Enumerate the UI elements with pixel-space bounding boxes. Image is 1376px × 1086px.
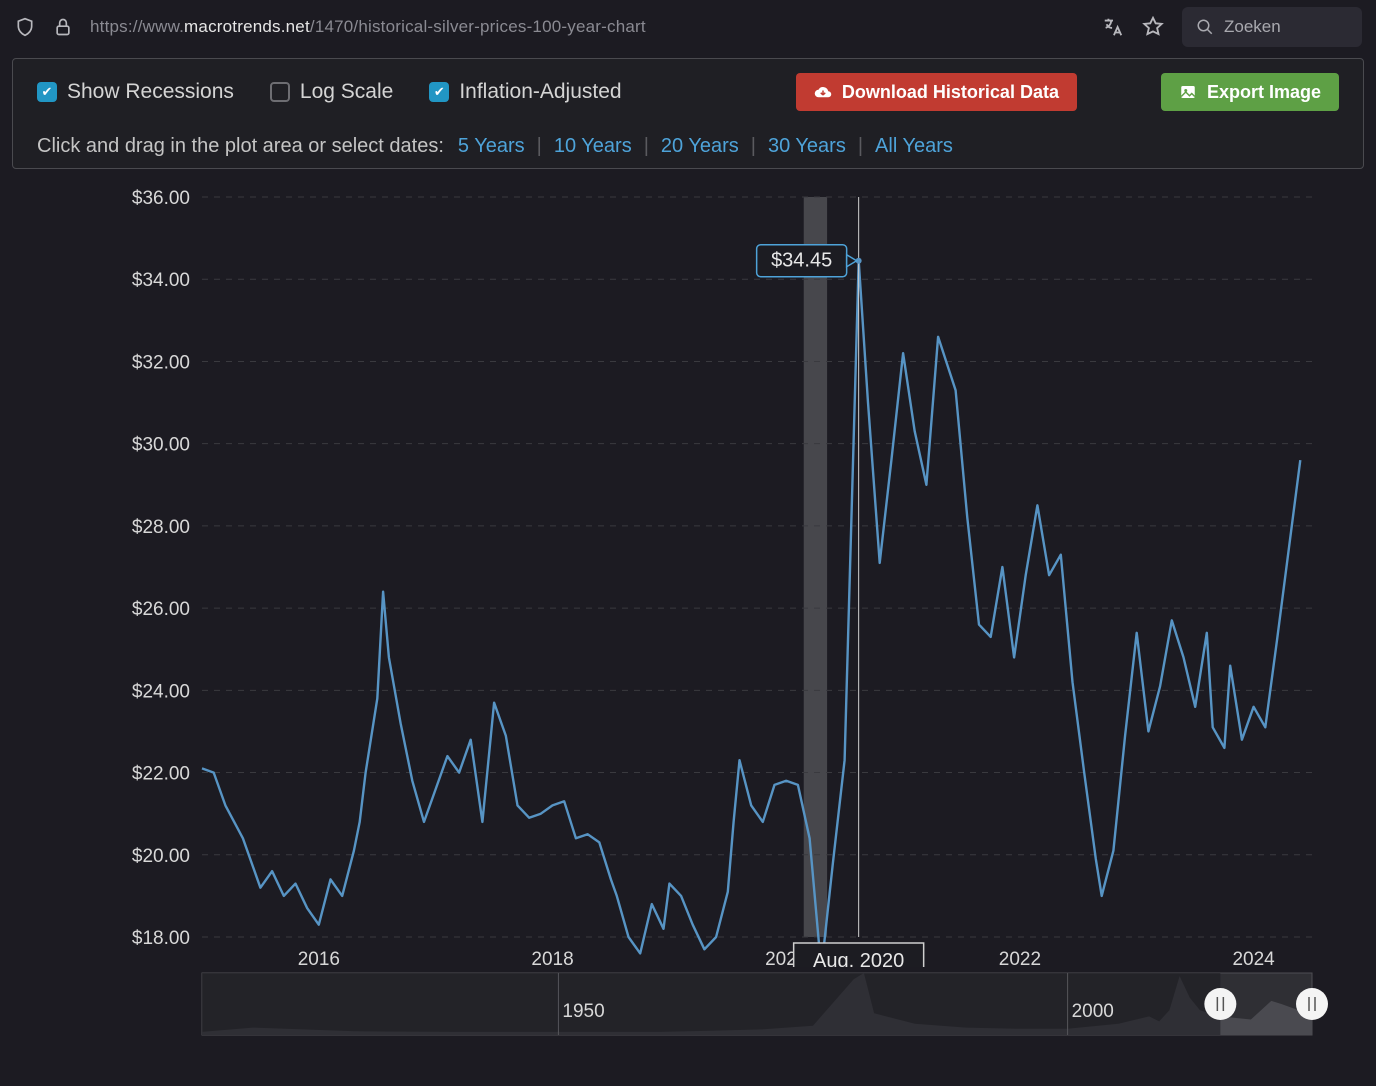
check-icon: ✔ [37,82,57,102]
y-tick-label: $24.00 [132,681,190,702]
bookmark-star-icon[interactable] [1142,16,1164,38]
price-line [202,261,1300,967]
y-tick-label: $28.00 [132,517,190,538]
shield-icon[interactable] [14,16,36,38]
url-display[interactable]: https://www.macrotrends.net/1470/histori… [90,17,1086,37]
search-icon [1196,18,1214,36]
range-link[interactable]: 30 Years [768,135,846,157]
y-tick-label: $32.00 [132,352,190,373]
range-link[interactable]: All Years [875,135,953,157]
check-icon: ✔ [429,82,449,102]
lock-icon[interactable] [52,16,74,38]
tooltip-pointer [847,255,857,267]
checkbox-label: Log Scale [300,80,393,104]
download-data-button[interactable]: Download Historical Data [796,73,1077,111]
range-link[interactable]: 5 Years [458,135,525,157]
url-protocol: https://www. [90,17,184,36]
navigator-tick: 1950 [562,1001,604,1022]
checkbox-show-recessions[interactable]: ✔ Show Recessions [37,80,234,104]
address-bar: https://www.macrotrends.net/1470/histori… [0,0,1376,54]
image-icon [1179,83,1197,101]
tooltip-label: $34.45 [771,250,832,272]
separator: | [858,135,863,157]
button-label: Export Image [1207,82,1321,103]
navigator[interactable]: 1950 2000 [12,969,1364,1044]
y-tick-label: $20.00 [132,846,190,867]
url-path: /1470/historical-silver-prices-100-year-… [310,17,646,36]
y-tick-label: $36.00 [132,188,190,209]
range-row: Click and drag in the plot area or selec… [37,135,1339,158]
button-label: Download Historical Data [842,82,1059,103]
chart-area[interactable]: $18.00 $20.00 $22.00 $24.00 $26.00 $28.00 $30.… [12,187,1364,967]
x-tick-label: 2022 [999,949,1041,967]
checkbox-log-scale[interactable]: Log Scale [270,80,393,104]
y-tick-label: $18.00 [132,928,190,949]
y-tick-label: $26.00 [132,599,190,620]
y-tick-label: $30.00 [132,435,190,456]
checkbox-label: Show Recessions [67,80,234,104]
x-tick-label: 2018 [531,949,573,967]
translate-icon[interactable] [1102,16,1124,38]
y-tick-label: $34.00 [132,270,190,291]
export-image-button[interactable]: Export Image [1161,73,1339,111]
cloud-download-icon [814,83,832,101]
checkbox-label: Inflation-Adjusted [459,80,621,104]
search-placeholder: Zoeken [1224,17,1281,37]
navigator-handle-right[interactable] [1296,988,1328,1020]
controls-panel: ✔ Show Recessions Log Scale ✔ Inflation-… [12,58,1364,169]
separator: | [644,135,649,157]
url-domain: macrotrends.net [184,17,310,36]
x-tick-label: 2024 [1232,949,1275,967]
browser-search[interactable]: Zoeken [1182,7,1362,47]
range-link[interactable]: 10 Years [554,135,632,157]
separator: | [751,135,756,157]
date-box-label: Aug, 2020 [813,950,904,967]
checkbox-inflation-adjusted[interactable]: ✔ Inflation-Adjusted [429,80,621,104]
range-lead: Click and drag in the plot area or selec… [37,135,444,158]
separator: | [537,135,542,157]
x-tick-label: 2016 [298,949,340,967]
y-tick-label: $22.00 [132,764,190,785]
navigator-tick: 2000 [1072,1001,1114,1022]
range-link[interactable]: 20 Years [661,135,739,157]
navigator-handle-left[interactable] [1204,988,1236,1020]
checkbox-empty-icon [270,82,290,102]
